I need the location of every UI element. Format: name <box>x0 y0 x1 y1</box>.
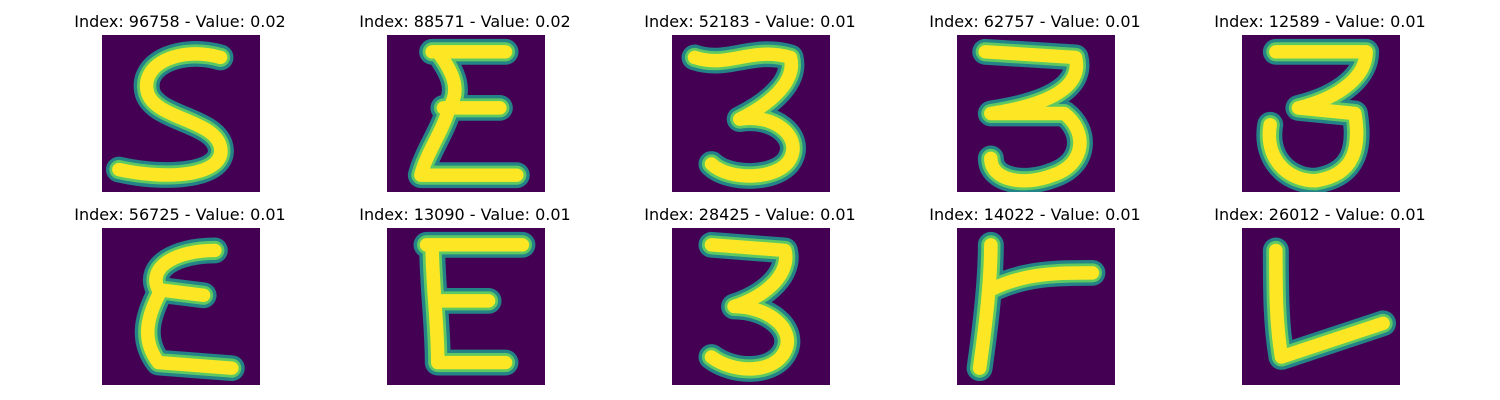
letter-e-glyph <box>387 228 545 385</box>
panel-value-label: Value: 0.01 <box>1335 12 1426 31</box>
panel-title: Index: 88571 - Value: 0.02 <box>315 12 615 31</box>
title-separator: - <box>179 205 196 224</box>
letter-v-glyph <box>1242 228 1400 385</box>
image-panel: Index: 62757 - Value: 0.01 <box>885 0 1185 193</box>
panel-value-label: Value: 0.01 <box>1050 12 1141 31</box>
panel-index-label: Index: 56725 <box>74 205 180 224</box>
panel-value-label: Value: 0.01 <box>480 205 571 224</box>
character-image <box>1242 35 1400 192</box>
image-panel: Index: 88571 - Value: 0.02 <box>315 0 615 193</box>
panel-title: Index: 62757 - Value: 0.01 <box>885 12 1185 31</box>
image-panel: Index: 28425 - Value: 0.01 <box>600 193 900 386</box>
glyph-stroke-2 <box>414 45 524 182</box>
glyph-stroke-2 <box>704 238 794 376</box>
character-image <box>387 35 545 192</box>
panel-value-label: Value: 0.01 <box>765 12 856 31</box>
image-panel: Index: 96758 - Value: 0.02 <box>30 0 330 193</box>
digit-3-glyph <box>672 35 830 192</box>
panel-value-label: Value: 0.01 <box>765 205 856 224</box>
panel-title: Index: 96758 - Value: 0.02 <box>30 12 330 31</box>
epsilon-glyph <box>102 228 260 385</box>
title-separator: - <box>1319 205 1336 224</box>
panel-title: Index: 14022 - Value: 0.01 <box>885 205 1185 224</box>
panel-title: Index: 52183 - Value: 0.01 <box>600 12 900 31</box>
glyph-stroke-2 <box>112 47 228 182</box>
panel-index-label: Index: 62757 <box>929 12 1035 31</box>
digit-3-glyph <box>672 228 830 385</box>
panel-title: Index: 28425 - Value: 0.01 <box>600 205 900 224</box>
panel-title: Index: 26012 - Value: 0.01 <box>1170 205 1470 224</box>
image-panel: Index: 56725 - Value: 0.01 <box>30 193 330 386</box>
glyph-stroke-2 <box>972 238 1100 375</box>
title-separator: - <box>1319 12 1336 31</box>
digit-3-glyph <box>957 35 1115 192</box>
character-image <box>387 228 545 385</box>
panel-index-label: Index: 13090 <box>359 205 465 224</box>
panel-index-label: Index: 96758 <box>74 12 180 31</box>
character-image <box>1242 228 1400 385</box>
panel-index-label: Index: 26012 <box>1214 205 1320 224</box>
character-image <box>102 35 260 192</box>
panel-value-label: Value: 0.02 <box>195 12 286 31</box>
title-separator: - <box>749 12 766 31</box>
image-panel: Index: 14022 - Value: 0.01 <box>885 193 1185 386</box>
title-separator: - <box>1034 12 1051 31</box>
glyph-stroke-2 <box>1262 45 1373 188</box>
panel-value-label: Value: 0.02 <box>480 12 571 31</box>
character-image <box>957 228 1115 385</box>
character-image <box>672 35 830 192</box>
sigma-glyph <box>387 35 545 192</box>
panel-index-label: Index: 28425 <box>644 205 750 224</box>
panel-value-label: Value: 0.01 <box>1050 205 1141 224</box>
title-separator: - <box>1034 205 1051 224</box>
panel-value-label: Value: 0.01 <box>195 205 286 224</box>
glyph-stroke-2 <box>1269 243 1390 364</box>
glyph-stroke-2 <box>978 45 1087 188</box>
character-image <box>102 228 260 385</box>
glyph-stroke-2 <box>687 47 800 183</box>
panel-title: Index: 56725 - Value: 0.01 <box>30 205 330 224</box>
title-separator: - <box>749 205 766 224</box>
title-separator: - <box>179 12 196 31</box>
title-separator: - <box>464 12 481 31</box>
panel-value-label: Value: 0.01 <box>1335 205 1426 224</box>
image-panel: Index: 26012 - Value: 0.01 <box>1170 193 1470 386</box>
panel-index-label: Index: 52183 <box>644 12 750 31</box>
panel-index-label: Index: 12589 <box>1214 12 1320 31</box>
character-image <box>672 228 830 385</box>
panel-index-label: Index: 88571 <box>359 12 465 31</box>
glyph-stroke-2 <box>419 238 530 370</box>
character-image <box>957 35 1115 192</box>
image-panel: Index: 12589 - Value: 0.01 <box>1170 0 1470 193</box>
digit-3-glyph <box>1242 35 1400 192</box>
panel-title: Index: 13090 - Value: 0.01 <box>315 205 615 224</box>
title-separator: - <box>464 205 481 224</box>
image-panel: Index: 13090 - Value: 0.01 <box>315 193 615 386</box>
digit-5-glyph <box>102 35 260 192</box>
image-panel: Index: 52183 - Value: 0.01 <box>600 0 900 193</box>
letter-r-glyph <box>957 228 1115 385</box>
panel-index-label: Index: 14022 <box>929 205 1035 224</box>
glyph-stroke-2 <box>140 243 239 375</box>
panel-title: Index: 12589 - Value: 0.01 <box>1170 12 1470 31</box>
